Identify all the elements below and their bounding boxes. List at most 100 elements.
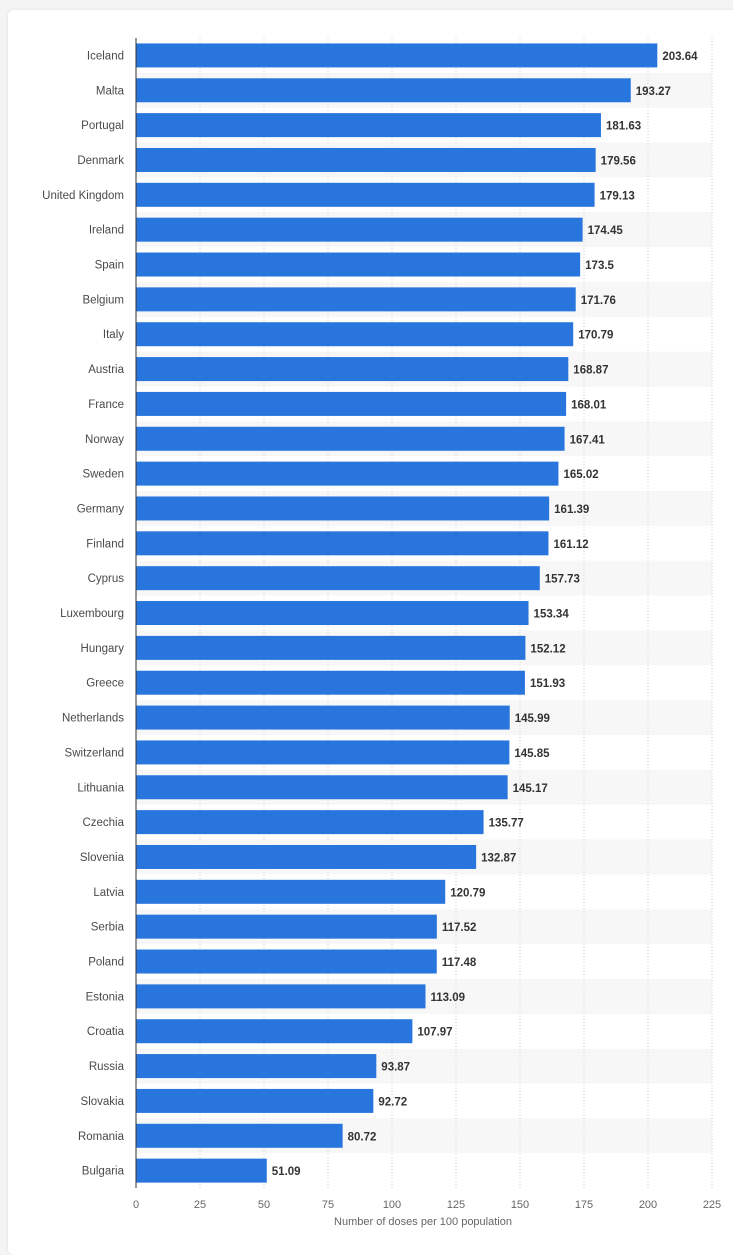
bar: [136, 670, 525, 695]
category-label: Slovenia: [80, 852, 125, 864]
bar: [136, 566, 540, 591]
category-label: Denmark: [77, 155, 124, 167]
bar: [136, 426, 565, 451]
category-label: Bulgaria: [82, 1166, 125, 1178]
bar: [136, 43, 658, 68]
bar: [136, 1088, 374, 1113]
x-tick-label: 75: [322, 1199, 334, 1211]
value-label: 151.93: [530, 678, 565, 690]
bar: [136, 182, 595, 207]
x-tick-label: 50: [258, 1199, 270, 1211]
bar: [136, 984, 426, 1009]
bar: [136, 322, 574, 347]
category-label: Netherlands: [62, 713, 124, 725]
value-label: 161.12: [553, 539, 588, 551]
bar: [136, 531, 549, 556]
value-label: 107.97: [417, 1027, 452, 1039]
value-label: 168.01: [571, 399, 607, 411]
value-label: 145.17: [513, 783, 548, 795]
value-label: 135.77: [489, 818, 524, 830]
category-label: Lithuania: [77, 782, 124, 794]
value-label: 203.64: [662, 51, 698, 63]
bar: [136, 810, 484, 835]
x-tick-label: 175: [575, 1199, 593, 1211]
category-label: Estonia: [86, 991, 125, 1003]
category-label: Luxembourg: [60, 608, 124, 620]
value-label: 117.48: [442, 957, 477, 969]
x-tick-label: 150: [511, 1199, 529, 1211]
x-tick-label: 125: [447, 1199, 465, 1211]
bar: [136, 775, 508, 800]
category-label: Switzerland: [65, 747, 124, 759]
bar: [136, 635, 526, 660]
value-label: 161.39: [554, 504, 589, 516]
category-label: Serbia: [91, 922, 125, 934]
bar: [136, 949, 437, 974]
value-label: 157.73: [545, 574, 580, 586]
x-tick-label: 0: [133, 1199, 139, 1211]
category-label: United Kingdom: [42, 190, 124, 202]
value-label: 173.5: [585, 260, 614, 272]
value-label: 171.76: [581, 295, 616, 307]
category-label: Iceland: [87, 50, 124, 62]
category-label: Belgium: [82, 294, 124, 306]
bar: [136, 740, 510, 765]
bar: [136, 461, 559, 486]
value-label: 170.79: [578, 330, 613, 342]
category-label: Cyprus: [88, 573, 125, 585]
value-label: 92.72: [378, 1096, 407, 1108]
category-label: Finland: [86, 538, 124, 550]
value-label: 152.12: [530, 643, 565, 655]
bar: [136, 1123, 343, 1148]
value-label: 113.09: [431, 992, 466, 1004]
bar: [136, 287, 576, 312]
category-label: Spain: [95, 260, 124, 272]
category-label: Greece: [86, 678, 124, 690]
bar: [136, 1158, 267, 1183]
x-tick-label: 225: [703, 1199, 721, 1211]
category-label: Poland: [88, 957, 124, 969]
value-label: 165.02: [563, 469, 598, 481]
bar: [136, 879, 446, 904]
bar: [136, 601, 529, 626]
value-label: 181.63: [606, 121, 641, 133]
value-label: 179.13: [600, 190, 635, 202]
category-label: Russia: [89, 1061, 125, 1073]
x-tick-label: 25: [194, 1199, 206, 1211]
category-label: Austria: [88, 364, 124, 376]
bar: [136, 252, 581, 277]
bar: [136, 113, 601, 138]
category-label: Norway: [85, 434, 124, 446]
x-tick-label: 200: [639, 1199, 657, 1211]
category-label: Slovakia: [81, 1096, 125, 1108]
bar: [136, 1054, 377, 1079]
value-label: 117.52: [442, 922, 477, 934]
value-label: 93.87: [381, 1062, 410, 1074]
value-label: 80.72: [348, 1131, 377, 1143]
value-label: 153.34: [534, 609, 570, 621]
x-axis-title: Number of doses per 100 population: [334, 1216, 512, 1228]
category-label: Ireland: [89, 225, 124, 237]
category-label: Czechia: [82, 817, 124, 829]
bar: [136, 147, 596, 172]
value-label: 174.45: [588, 225, 624, 237]
category-label: Germany: [77, 503, 125, 515]
category-label: Romania: [78, 1131, 125, 1143]
value-label: 132.87: [481, 852, 516, 864]
value-label: 167.41: [570, 434, 606, 446]
bar: [136, 496, 550, 521]
value-label: 145.99: [515, 713, 550, 725]
category-label: Italy: [103, 329, 124, 341]
bar: [136, 357, 569, 382]
category-label: Malta: [96, 85, 125, 97]
category-label: Hungary: [81, 643, 125, 655]
category-label: Portugal: [81, 120, 124, 132]
bar: [136, 1019, 413, 1044]
category-label: France: [88, 399, 124, 411]
value-label: 193.27: [636, 86, 671, 98]
value-label: 51.09: [272, 1166, 301, 1178]
bar: [136, 391, 567, 416]
bar: [136, 914, 437, 939]
category-label: Sweden: [82, 469, 124, 481]
